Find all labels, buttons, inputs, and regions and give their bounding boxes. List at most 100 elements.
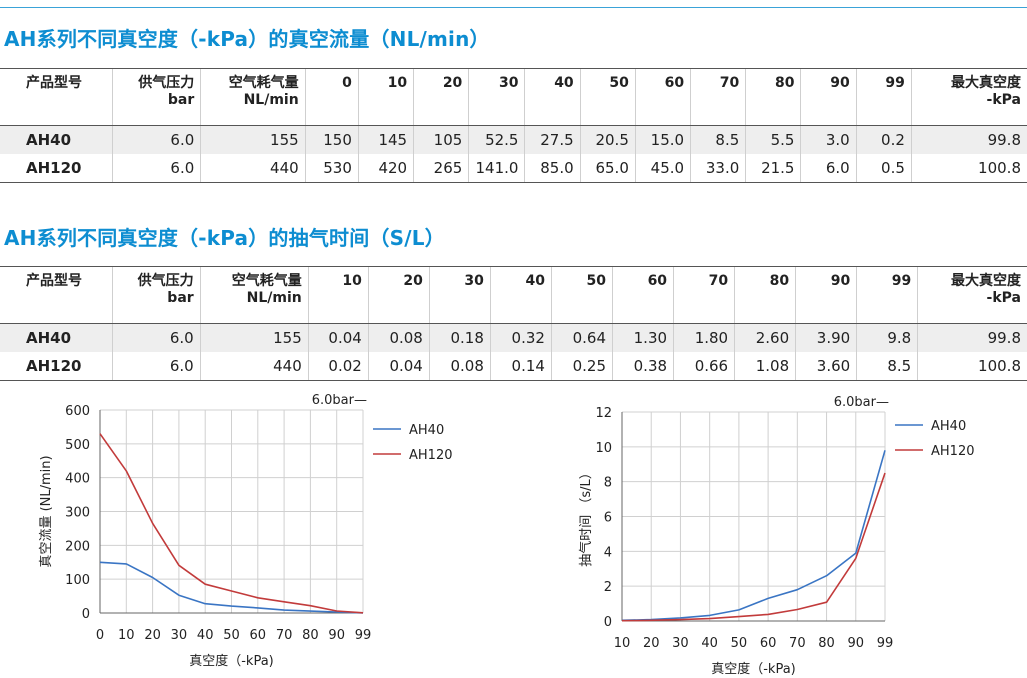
chart-title: 6.0bar— — [834, 395, 889, 410]
cell-max: 99.8 — [910, 125, 1027, 154]
legend-label: AH40 — [931, 419, 966, 434]
cell-value: 0.32 — [489, 323, 552, 352]
cell-value: 3.0 — [800, 125, 857, 154]
x-tick-label: 80 — [302, 628, 319, 643]
cell-value: 27.5 — [524, 125, 581, 154]
cell-consumption: 440 — [200, 154, 306, 183]
cell-value: 2.60 — [734, 323, 796, 352]
time-table: 产品型号 供气压力 bar 空气耗气量 NL/min 10 20 30 40 50 … — [0, 266, 1027, 381]
cell-value: 0.04 — [367, 352, 430, 381]
cell-value: 20.5 — [579, 125, 636, 154]
cell-model: AH40 — [0, 323, 113, 352]
x-tick-label: 50 — [223, 628, 240, 643]
cell-value: 1.08 — [734, 352, 796, 381]
cell-value: 141.0 — [468, 154, 525, 183]
x-tick-label: 70 — [789, 636, 806, 651]
y-tick-label: 8 — [604, 476, 612, 491]
series-line-ah40 — [621, 450, 886, 622]
x-tick-label: 20 — [144, 628, 161, 643]
cell-value: 0.04 — [307, 323, 369, 352]
header-pressure: 供气压力 bar — [111, 68, 201, 126]
cell-value: 145 — [357, 125, 414, 154]
y-axis-label: 抽气时间 （s/L） — [578, 466, 594, 567]
cell-max: 100.8 — [910, 154, 1027, 183]
y-tick-label: 600 — [65, 404, 90, 419]
cell-max: 100.8 — [917, 352, 1027, 381]
header-max: 最大真空度 -kPa — [917, 266, 1027, 324]
cell-value: 5.5 — [745, 125, 801, 154]
y-tick-label: 12 — [595, 406, 612, 421]
cell-consumption: 155 — [200, 125, 306, 154]
cell-value: 52.5 — [468, 125, 525, 154]
y-tick-label: 10 — [595, 441, 612, 456]
y-tick-label: 0 — [82, 607, 90, 622]
y-tick-label: 0 — [604, 615, 612, 630]
x-axis-label: 真空度（-kPa) — [711, 661, 796, 677]
y-tick-label: 6 — [604, 511, 612, 526]
x-tick-label: 70 — [276, 628, 293, 643]
cell-value: 3.90 — [795, 323, 857, 352]
cell-value: 45.0 — [634, 154, 691, 183]
cell-pressure: 6.0 — [111, 352, 201, 381]
header-level: 99 — [856, 266, 918, 324]
cell-value: 0.5 — [855, 154, 912, 183]
header-consumption: 空气耗气量 NL/min — [199, 266, 309, 324]
x-tick-label: 90 — [848, 636, 865, 651]
series-line-ah120 — [621, 472, 886, 622]
header-level: 50 — [550, 266, 613, 324]
cell-value: 8.5 — [690, 125, 746, 154]
legend-label: AH120 — [409, 448, 452, 463]
table-row: AH120 6.0 440 0.02 0.04 0.08 0.14 0.25 0… — [0, 352, 1027, 381]
cell-value: 0.02 — [307, 352, 369, 381]
legend-label: AH120 — [931, 444, 974, 459]
cell-value: 65.0 — [579, 154, 636, 183]
x-tick-label: 99 — [355, 628, 372, 643]
cell-value: 0.66 — [673, 352, 735, 381]
header-pressure: 供气压力 bar — [111, 266, 201, 324]
cell-value: 420 — [357, 154, 414, 183]
x-tick-label: 60 — [760, 636, 777, 651]
table-row: AH40 6.0 155 150 145 105 52.5 27.5 20.5 … — [0, 125, 1027, 154]
header-level: 30 — [428, 266, 491, 324]
cell-value: 9.8 — [856, 323, 918, 352]
cell-value: 0.08 — [367, 323, 430, 352]
y-tick-label: 2 — [604, 580, 612, 595]
cell-pressure: 6.0 — [111, 323, 201, 352]
x-tick-label: 40 — [701, 636, 718, 651]
cell-value: 0.25 — [550, 352, 613, 381]
cell-value: 1.30 — [611, 323, 674, 352]
header-model: 产品型号 — [0, 68, 113, 126]
header-level: 80 — [734, 266, 796, 324]
y-tick-label: 500 — [65, 438, 90, 453]
chart-title: 6.0bar— — [312, 393, 367, 408]
flow-table: 产品型号 供气压力 bar 空气耗气量 NL/min 0 10 20 30 40 5… — [0, 68, 1027, 183]
cell-value: 0.64 — [550, 323, 613, 352]
header-level: 0 — [304, 68, 359, 126]
y-tick-label: 200 — [65, 539, 90, 554]
cell-max: 99.8 — [917, 323, 1027, 352]
header-model: 产品型号 — [0, 266, 113, 324]
header-level: 30 — [468, 68, 525, 126]
cell-value: 6.0 — [800, 154, 857, 183]
header-level: 10 — [307, 266, 369, 324]
header-level: 20 — [367, 266, 430, 324]
x-axis-label: 真空度（-kPa) — [189, 653, 274, 669]
time-chart: 10 20 30 40 50 60 70 80 90 99 0 2 4 6 8 10 12 6.0bar— 真空度（… — [578, 395, 974, 677]
cell-value: 105 — [413, 125, 469, 154]
x-tick-label: 0 — [96, 628, 104, 643]
cell-value: 150 — [304, 125, 359, 154]
cell-model: AH40 — [0, 125, 113, 154]
header-level: 60 — [634, 68, 691, 126]
cell-consumption: 440 — [199, 352, 309, 381]
header-level: 50 — [579, 68, 636, 126]
cell-pressure: 6.0 — [111, 125, 201, 154]
cell-value: 3.60 — [795, 352, 857, 381]
table-row: AH120 6.0 440 530 420 265 141.0 85.0 65.… — [0, 154, 1027, 183]
series-line-ah120 — [99, 433, 364, 614]
cell-value: 0.08 — [428, 352, 491, 381]
y-tick-label: 100 — [65, 573, 90, 588]
header-level: 99 — [855, 68, 912, 126]
flow-section-title: AH系列不同真空度（-kPa）的真空流量（NL/min） — [4, 27, 490, 51]
cell-value: 8.5 — [856, 352, 918, 381]
cell-model: AH120 — [0, 352, 113, 381]
